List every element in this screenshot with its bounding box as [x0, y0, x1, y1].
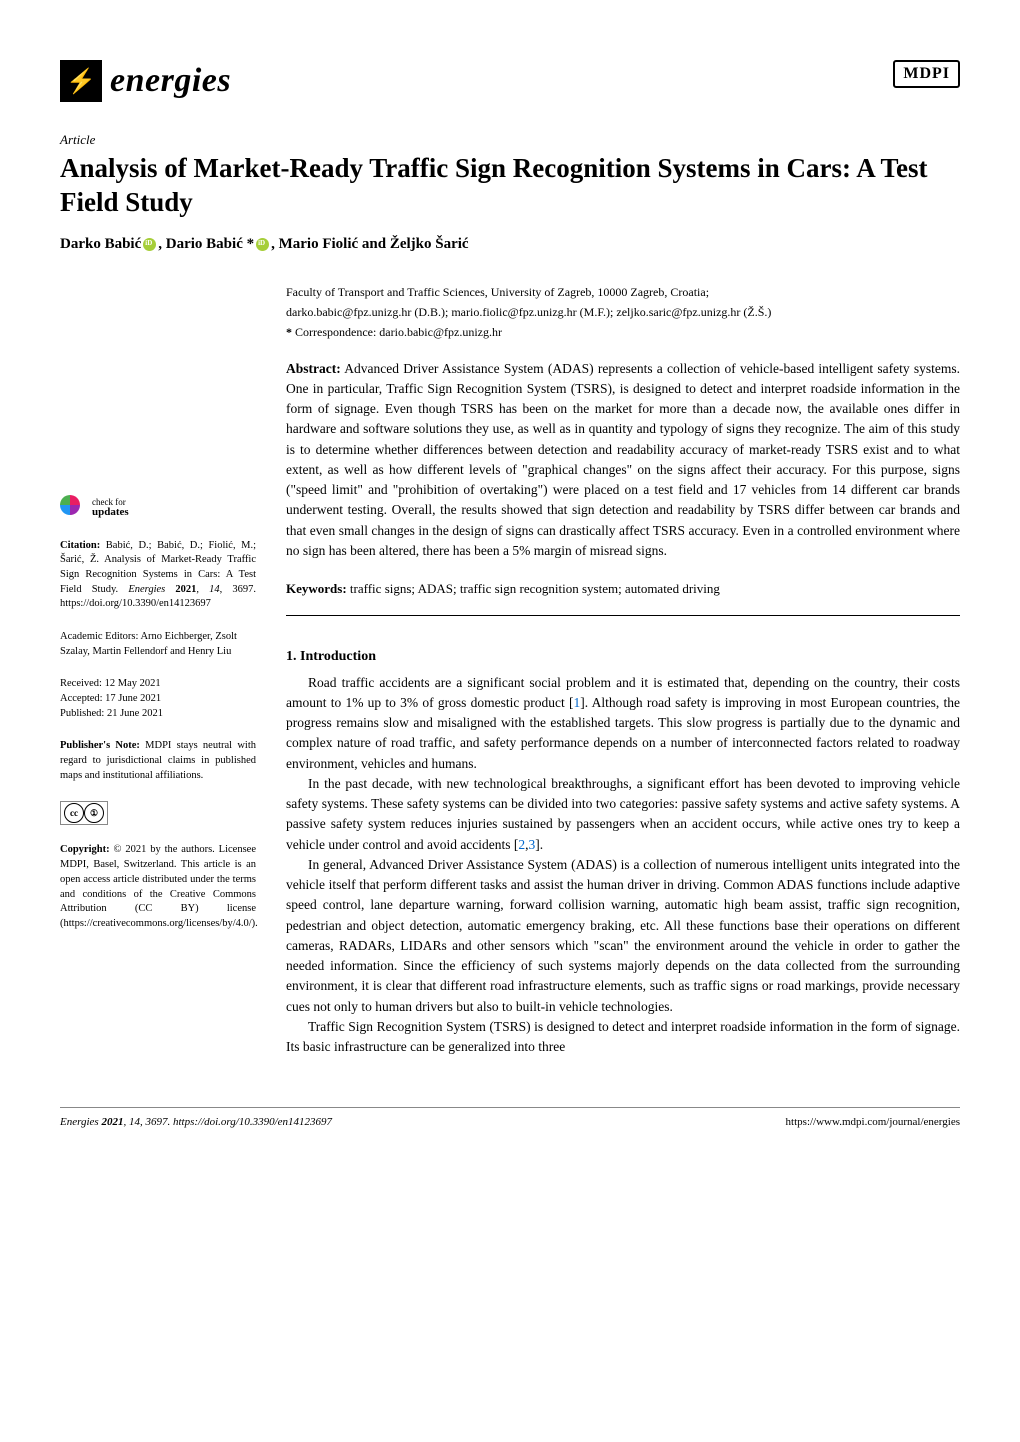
footer-citation: Energies 2021, 14, 3697. https://doi.org…	[60, 1116, 332, 1128]
author-emails: darko.babic@fpz.unizg.hr (D.B.); mario.f…	[286, 303, 960, 321]
cc-license-icon: cc ①	[60, 801, 108, 825]
footer-url: https://www.mdpi.com/journal/energies	[786, 1116, 960, 1128]
dates-block: Received: 12 May 2021 Accepted: 17 June …	[60, 677, 256, 721]
publishers-note-block: Publisher's Note: MDPI stays neutral wit…	[60, 739, 256, 783]
keywords-text: traffic signs; ADAS; traffic sign recogn…	[350, 581, 720, 596]
journal-logo: ⚡ energies	[60, 60, 231, 102]
copyright-text: © 2021 by the authors. Licensee MDPI, Ba…	[60, 844, 258, 928]
cc-icon: cc	[64, 803, 84, 823]
copyright-label: Copyright:	[60, 844, 110, 855]
correspondence-text: Correspondence: dario.babic@fpz.unizg.hr	[295, 325, 502, 339]
authors: Darko Babić , Dario Babić * , Mario Fiolić…	[60, 236, 960, 253]
orcid-icon[interactable]	[143, 238, 156, 251]
paragraph: In general, Advanced Driver Assistance S…	[286, 855, 960, 1017]
page-footer: Energies 2021, 14, 3697. https://doi.org…	[60, 1107, 960, 1128]
publishers-note-label: Publisher's Note:	[60, 740, 140, 751]
sidebar: check for updates Citation: Babić, D.; B…	[60, 283, 256, 1058]
author-name: , Mario Fiolić and Željko Šarić	[271, 236, 468, 252]
author-name: Darko Babić	[60, 236, 141, 252]
paragraph: In the past decade, with new technologic…	[286, 774, 960, 855]
by-icon: ①	[84, 803, 104, 823]
lightning-icon: ⚡	[66, 67, 96, 96]
keywords: Keywords: traffic signs; ADAS; traffic s…	[286, 579, 960, 616]
affiliation: Faculty of Transport and Traffic Science…	[286, 283, 960, 301]
check-updates-block[interactable]: check for updates	[60, 495, 256, 521]
journal-name: energies	[110, 62, 231, 100]
copyright-block: Copyright: © 2021 by the authors. Licens…	[60, 843, 256, 931]
editors-block: Academic Editors: Arno Eichberger, Zsolt…	[60, 630, 256, 659]
citation-vol: , 14	[196, 584, 219, 595]
citation-doi: https://doi.org/10.3390/en14123697	[60, 598, 211, 609]
citation-year: 2021	[175, 584, 196, 595]
accepted-date: Accepted: 17 June 2021	[60, 692, 256, 707]
article-title: Analysis of Market-Ready Traffic Sign Re…	[60, 152, 960, 220]
article-type: Article	[60, 132, 960, 148]
abstract-text: Advanced Driver Assistance System (ADAS)…	[286, 361, 960, 558]
published-date: Published: 21 June 2021	[60, 707, 256, 722]
publisher-logo: MDPI	[893, 60, 960, 88]
abstract-label: Abstract:	[286, 361, 341, 376]
correspondence: * Correspondence: dario.babic@fpz.unizg.…	[286, 323, 960, 341]
body-text: Road traffic accidents are a significant…	[286, 673, 960, 1058]
received-date: Received: 12 May 2021	[60, 677, 256, 692]
article-meta: Article Analysis of Market-Ready Traffic…	[60, 132, 960, 253]
correspondence-marker: *	[286, 325, 292, 339]
page-header: ⚡ energies MDPI	[60, 60, 960, 102]
citation-label: Citation:	[60, 540, 100, 551]
orcid-icon[interactable]	[256, 238, 269, 251]
citation-page: , 3697.	[220, 584, 256, 595]
main-layout: check for updates Citation: Babić, D.; B…	[60, 283, 960, 1058]
crossmark-icon	[60, 495, 86, 521]
paragraph: Road traffic accidents are a significant…	[286, 673, 960, 774]
citation-block: Citation: Babić, D.; Babić, D.; Fiolić, …	[60, 539, 256, 612]
section-heading: 1. Introduction	[286, 646, 960, 667]
author-name: , Dario Babić *	[158, 236, 254, 252]
abstract: Abstract: Advanced Driver Assistance Sys…	[286, 359, 960, 562]
check-updates-text: check for updates	[92, 498, 129, 518]
license-block: cc ①	[60, 801, 256, 825]
keywords-label: Keywords:	[286, 581, 347, 596]
citation-journal: Energies	[128, 584, 165, 595]
main-content: Faculty of Transport and Traffic Science…	[286, 283, 960, 1058]
paragraph: Traffic Sign Recognition System (TSRS) i…	[286, 1017, 960, 1058]
journal-icon: ⚡	[60, 60, 102, 102]
